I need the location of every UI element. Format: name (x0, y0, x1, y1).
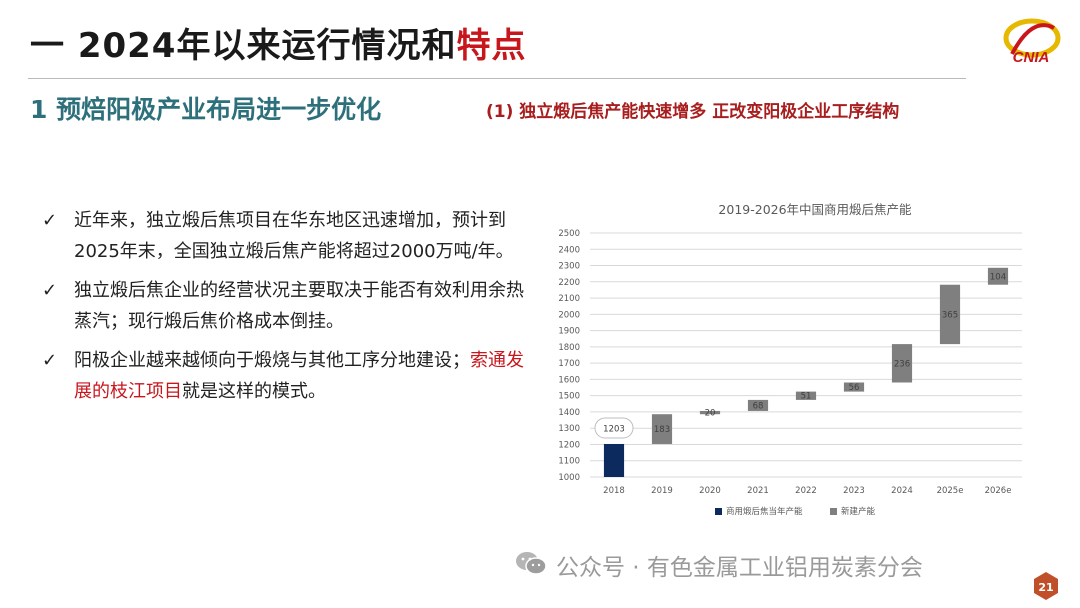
y-tick-label: 2300 (558, 262, 580, 272)
x-tick-label: 2022 (795, 486, 817, 496)
x-tick-label: 2018 (603, 486, 625, 496)
bar-total (603, 443, 625, 477)
section-title: 1 预焙阳极产业布局进一步优化 (30, 95, 382, 124)
y-tick-label: 2200 (558, 278, 580, 288)
data-label: 56 (849, 383, 860, 393)
bullet-text-highlight: 索通发展的枝江项目 (74, 350, 524, 402)
bar-increment (843, 382, 865, 392)
data-label: 1203 (603, 424, 625, 434)
bar-increment (651, 414, 673, 444)
watermark-text: 公众号 · 有色金属工业铝用炭素分会 (556, 555, 923, 581)
x-tick-label: 2023 (843, 486, 865, 496)
slide-title: 一 2024年以来运行情况和特点 (30, 18, 526, 67)
bullet-text: 就是这样的模式。 (182, 381, 326, 402)
bullet-text: 独立煅后焦企业的经营状况主要取决于能否有效利用余热蒸汽；现行煅后焦价格成本倒挂。 (74, 280, 524, 332)
x-tick-label: 2026e (985, 486, 1012, 496)
y-tick-label: 1800 (558, 343, 580, 353)
legend-swatch (715, 508, 722, 515)
slide-title-highlight: 特点 (456, 26, 527, 66)
legend-swatch (830, 508, 837, 515)
bar-increment (747, 399, 769, 411)
y-tick-label: 1700 (558, 359, 580, 369)
check-icon: ✓ (42, 210, 58, 231)
bar-increment (939, 284, 961, 345)
cnia-logo: CNIA (1003, 18, 1061, 66)
y-tick-label: 1600 (558, 375, 580, 385)
capacity-waterfall-chart: 2019-2026年中国商用煅后焦产能 1000 1100 1200 1300 1400… (558, 202, 1022, 517)
data-label: 104 (990, 272, 1006, 282)
bullet-text: 阳极企业越来越倾向于煅烧与其他工序分地建设； (74, 350, 470, 371)
bullet-text: 近年来，独立煅后焦项目在华东地区迅速增加，预计到2025年末，全国独立煅后焦产能… (74, 210, 514, 262)
bullet-item: ✓ 独立煅后焦企业的经营状况主要取决于能否有效利用余热蒸汽；现行煅后焦价格成本倒… (42, 275, 532, 337)
data-label: 183 (654, 425, 670, 435)
x-tick-label: 2025e (937, 486, 964, 496)
chart-title: 2019-2026年中国商用煅后焦产能 (718, 202, 912, 217)
x-tick-label: 2024 (891, 486, 913, 496)
y-tick-label: 2000 (558, 310, 580, 320)
data-label: 20 (705, 409, 716, 419)
check-icon: ✓ (42, 350, 58, 371)
logo-text: CNIA (1013, 49, 1050, 66)
bar-increment (795, 391, 817, 400)
bullet-list: ✓ 近年来，独立煅后焦项目在华东地区迅速增加，预计到2025年末，全国独立煅后焦… (42, 205, 532, 415)
data-label: 365 (942, 310, 958, 320)
data-label: 236 (894, 359, 910, 369)
watermark: 公众号 · 有色金属工业铝用炭素分会 (514, 548, 923, 582)
slide-title-main: 一 2024年以来运行情况和 (30, 26, 457, 66)
x-tick-label: 2020 (699, 486, 721, 496)
header-divider (28, 78, 966, 79)
legend-label: 商用煅后焦当年产能 (726, 506, 803, 517)
data-label: 68 (753, 401, 764, 411)
bullet-item: ✓ 阳极企业越来越倾向于煅烧与其他工序分地建设；索通发展的枝江项目就是这样的模式… (42, 345, 532, 407)
y-tick-label: 1900 (558, 327, 580, 337)
bullet-item: ✓ 近年来，独立煅后焦项目在华东地区迅速增加，预计到2025年末，全国独立煅后焦… (42, 205, 532, 267)
page-number-badge: 21 (1034, 572, 1058, 600)
data-label: 51 (801, 392, 812, 402)
page-number: 21 (1038, 581, 1053, 594)
y-tick-label: 1500 (558, 392, 580, 402)
bar-increment (891, 344, 913, 383)
y-tick-label: 1100 (558, 457, 580, 467)
y-tick-label: 2400 (558, 245, 580, 255)
y-tick-label: 1200 (558, 440, 580, 450)
section-subtitle: (1) 独立煅后焦产能快速增多 正改变阳极企业工序结构 (486, 102, 900, 122)
y-tick-label: 2500 (558, 229, 580, 239)
x-tick-label: 2019 (651, 486, 673, 496)
legend-label: 新建产能 (841, 506, 876, 517)
y-tick-label: 1300 (558, 424, 580, 434)
y-tick-label: 2100 (558, 294, 580, 304)
data-callout (594, 417, 634, 439)
x-tick-label: 2021 (747, 486, 769, 496)
bar-increment (987, 267, 1009, 285)
bar-increment (699, 410, 721, 415)
wechat-icon (516, 552, 547, 575)
check-icon: ✓ (42, 280, 58, 301)
y-tick-label: 1000 (558, 473, 580, 483)
y-tick-label: 1400 (558, 408, 580, 418)
